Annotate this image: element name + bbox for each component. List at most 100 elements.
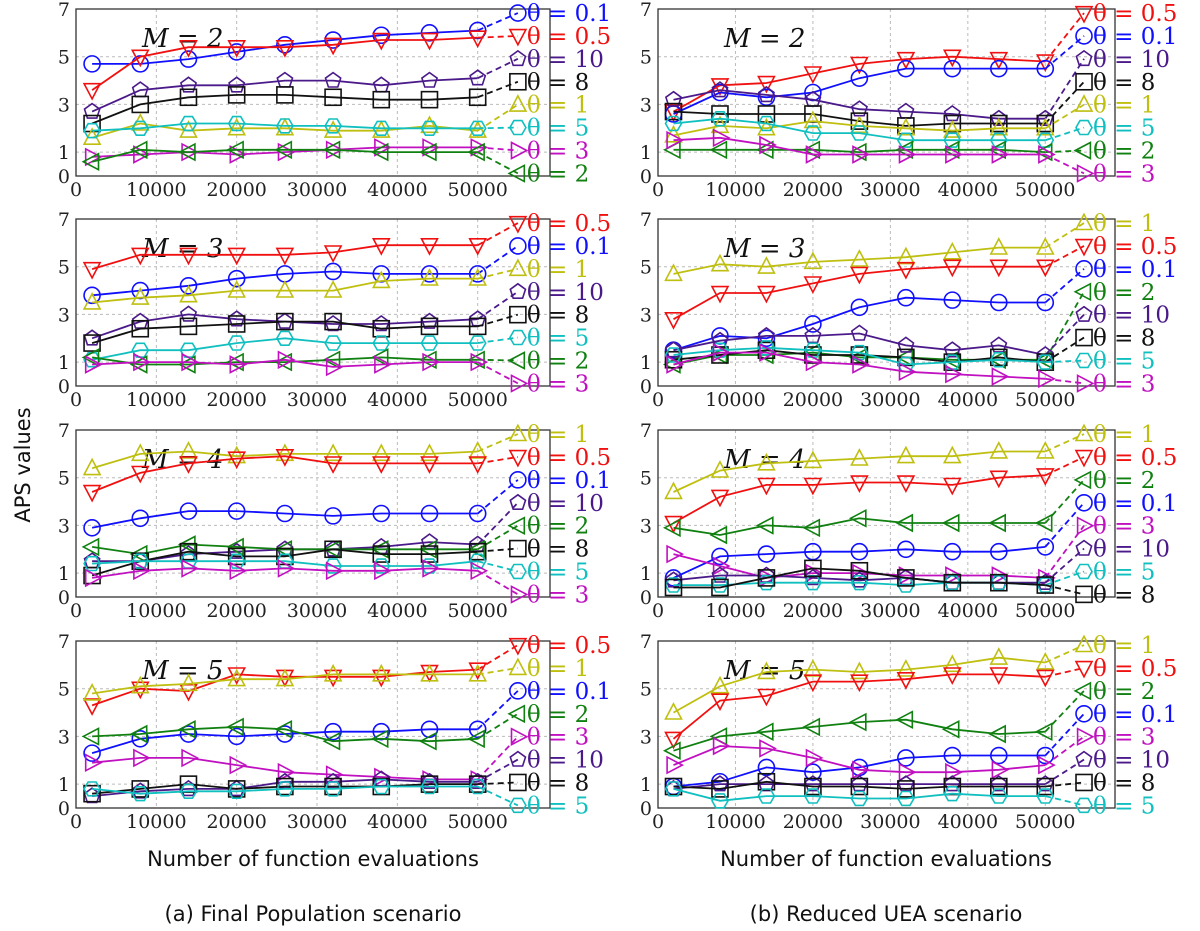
- data-point: [711, 793, 729, 809]
- data-point: [275, 668, 295, 687]
- legend-marker: [1074, 634, 1094, 653]
- data-point: [943, 573, 962, 592]
- y-tick-label: 5: [640, 679, 652, 701]
- x-tick-label: 30000: [860, 811, 920, 833]
- data-point: [227, 547, 246, 566]
- y-tick-label: 1: [58, 142, 70, 164]
- data-point: [757, 75, 776, 94]
- data-point: [803, 788, 822, 804]
- data-point: [898, 145, 917, 164]
- data-point: [709, 140, 728, 160]
- y-tick-label: 7: [58, 420, 70, 442]
- y-tick-label: 0: [640, 376, 652, 398]
- legend-marker: [508, 449, 528, 468]
- data-point: [1036, 114, 1055, 133]
- data-point: [179, 88, 198, 107]
- data-point: [757, 329, 776, 348]
- legend-marker: [1075, 49, 1093, 67]
- data-point: [804, 326, 822, 344]
- x-tick-label: 20000: [206, 389, 266, 411]
- legend-connector: [477, 126, 518, 130]
- data-point: [897, 288, 915, 307]
- data-point: [129, 355, 148, 374]
- legend-connector: [477, 569, 519, 596]
- data-point: [848, 142, 867, 162]
- x-tick-label: 40000: [367, 389, 427, 411]
- data-point: [990, 348, 1008, 367]
- legend-connector: [477, 222, 519, 247]
- data-point: [179, 502, 198, 520]
- series-line: [673, 788, 1046, 802]
- series-theta-3: θ = 3: [84, 350, 589, 397]
- data-point: [227, 115, 246, 132]
- data-point: [467, 539, 485, 559]
- series-line: [91, 673, 478, 695]
- legend-marker: [1074, 94, 1094, 112]
- series-line: [673, 136, 1046, 156]
- data-point: [179, 542, 198, 561]
- legend-connector: [477, 80, 519, 99]
- series-line: [673, 517, 1046, 536]
- data-point: [945, 145, 963, 164]
- data-point: [897, 780, 915, 798]
- legend-label: θ = 2: [527, 514, 589, 540]
- data-point: [420, 90, 439, 109]
- data-point: [179, 276, 198, 295]
- legend-connector: [477, 58, 519, 79]
- legend-marker: [509, 305, 527, 324]
- series-line: [673, 783, 1046, 790]
- data-point: [372, 504, 391, 523]
- legend-marker: [509, 4, 527, 22]
- data-point: [804, 315, 822, 333]
- legend-label: θ = 1: [527, 257, 589, 283]
- axes-frame: [75, 640, 551, 809]
- data-point: [324, 312, 342, 331]
- data-point: [467, 142, 485, 162]
- series-theta-0.5: θ = 0.5: [82, 24, 611, 101]
- data-point: [81, 537, 100, 557]
- legend-marker: [508, 797, 527, 814]
- data-point: [1036, 132, 1055, 148]
- series-theta-1: θ = 1: [82, 422, 589, 476]
- series-theta-1: θ = 1: [82, 257, 589, 310]
- axes-frame: [75, 218, 551, 387]
- data-point: [850, 344, 869, 361]
- series-theta-1: θ = 1: [82, 93, 589, 145]
- data-point: [227, 86, 246, 104]
- series-line: [673, 754, 1046, 788]
- data-point: [82, 682, 102, 701]
- legend-connector: [1045, 667, 1085, 678]
- legend-marker: [508, 258, 528, 277]
- series-line: [91, 244, 478, 270]
- data-point: [179, 284, 198, 303]
- data-point: [130, 465, 150, 484]
- data-point: [1036, 788, 1055, 804]
- series-theta-0.1: θ = 0.1: [83, 468, 611, 537]
- data-point: [468, 720, 487, 739]
- data-point: [179, 440, 198, 459]
- legend-label: θ = 3: [527, 582, 589, 608]
- legend-label: θ = 3: [527, 371, 589, 397]
- legend-marker: [1075, 352, 1093, 369]
- series-theta-8: θ = 8: [664, 70, 1155, 135]
- data-point: [420, 778, 439, 795]
- series-line: [92, 270, 478, 297]
- data-point: [276, 725, 294, 743]
- data-point: [850, 775, 868, 792]
- series-theta-0.5: θ = 0.5: [82, 211, 611, 280]
- data-point: [991, 145, 1010, 164]
- data-point: [664, 102, 683, 121]
- data-point: [709, 525, 728, 545]
- legend-marker: [507, 704, 526, 724]
- x-tick-label: 30000: [860, 389, 920, 411]
- series-theta-8: θ = 8: [83, 537, 589, 585]
- data-point: [323, 663, 343, 682]
- x-tick-label: 0: [652, 179, 664, 201]
- data-point: [324, 88, 342, 107]
- series-line: [673, 780, 1046, 790]
- series-theta-0.1: θ = 0.1: [664, 702, 1177, 796]
- data-point: [942, 241, 962, 260]
- series-line: [673, 567, 1046, 589]
- series-theta-1: θ = 1: [664, 633, 1155, 720]
- legend-label: θ = 8: [527, 537, 589, 563]
